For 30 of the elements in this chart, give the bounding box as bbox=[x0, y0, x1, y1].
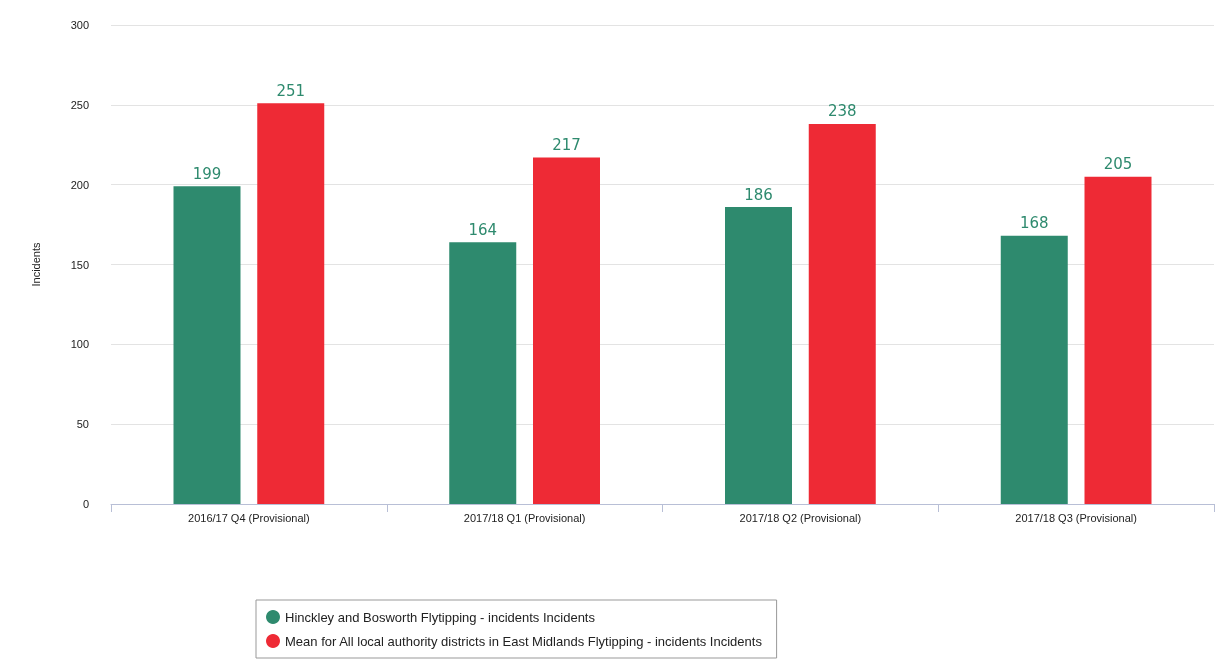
y-tick-label: 150 bbox=[70, 258, 89, 271]
y-tick-label: 0 bbox=[82, 498, 89, 510]
x-tick-label: 2017/18 Q2 (Provisional) bbox=[739, 511, 862, 524]
y-tick-label: 100 bbox=[70, 338, 89, 351]
y-axis-title: Incidents bbox=[29, 241, 42, 287]
bar bbox=[1084, 176, 1152, 504]
bar bbox=[1000, 235, 1068, 504]
x-tick-label: 2017/18 Q3 (Provisional) bbox=[1015, 511, 1137, 524]
x-tick-label: 2016/17 Q4 (Provisional) bbox=[188, 511, 310, 524]
bar bbox=[449, 242, 517, 504]
data-label: 168 bbox=[1019, 214, 1049, 233]
data-label: 205 bbox=[1103, 155, 1133, 174]
y-tick-label: 50 bbox=[76, 418, 89, 431]
y-tick-label: 300 bbox=[70, 19, 89, 31]
legend-label: Mean for All local authority districts in East Midlands Flytipping - incidents Incidents bbox=[285, 633, 763, 649]
bar bbox=[173, 186, 241, 504]
data-label: 238 bbox=[827, 102, 857, 121]
bar bbox=[533, 157, 600, 504]
data-label: 164 bbox=[468, 220, 498, 239]
y-tick-label: 200 bbox=[70, 178, 89, 191]
data-label: 251 bbox=[276, 81, 306, 100]
data-label: 199 bbox=[192, 164, 222, 183]
bar bbox=[725, 207, 792, 504]
bar bbox=[257, 103, 325, 504]
legend-label: Hinckley and Bosworth Flytipping - incidents Incidents bbox=[285, 609, 596, 625]
data-label: 217 bbox=[552, 136, 581, 155]
bar bbox=[808, 123, 876, 504]
data-label: 186 bbox=[744, 185, 773, 204]
y-tick-label: 250 bbox=[70, 98, 89, 111]
x-tick-label: 2017/18 Q1 (Provisional) bbox=[463, 511, 586, 524]
